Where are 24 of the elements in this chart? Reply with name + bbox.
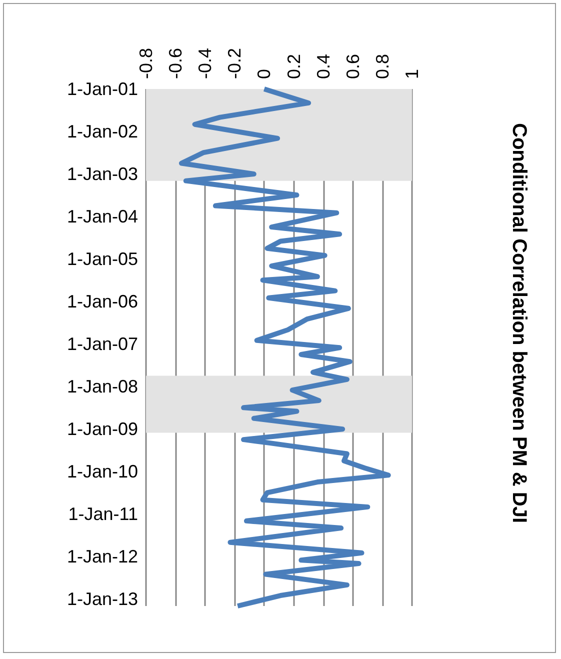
y-tick-label: 1-Jan-02 xyxy=(66,121,138,142)
x-tick-label: -0.4 xyxy=(195,48,216,79)
y-tick-label: 1-Jan-13 xyxy=(66,589,138,610)
x-tick-label: 0.4 xyxy=(313,54,334,79)
x-tick-label: -0.8 xyxy=(136,48,156,79)
y-tick-label: 1-Jan-01 xyxy=(66,79,138,99)
y-tick-label: 1-Jan-08 xyxy=(66,376,138,396)
x-tick-label: -0.2 xyxy=(224,48,245,79)
y-tick-label: 1-Jan-06 xyxy=(66,292,138,312)
y-tick-label: 1-Jan-12 xyxy=(66,546,138,567)
y-tick-label: 1-Jan-03 xyxy=(66,164,138,184)
y-tick-label: 1-Jan-10 xyxy=(66,462,138,482)
x-tick-label: 0 xyxy=(254,68,274,79)
y-tick-label: 1-Jan-05 xyxy=(66,249,138,270)
x-tick-label: 1 xyxy=(402,68,422,79)
y-tick-label: 1-Jan-09 xyxy=(66,419,138,440)
x-tick-label: -0.6 xyxy=(166,48,186,79)
y-tick-label: 1-Jan-04 xyxy=(66,206,138,226)
text: Conditional Correlation between PM & DJI xyxy=(507,122,531,526)
x-tick-label: 0.6 xyxy=(342,54,363,79)
x-tick-label: 0.8 xyxy=(372,54,392,79)
y-tick-label: 1-Jan-07 xyxy=(66,334,138,354)
y-tick-label: 1-Jan-11 xyxy=(68,504,138,524)
x-tick-label: 0.2 xyxy=(284,54,304,79)
